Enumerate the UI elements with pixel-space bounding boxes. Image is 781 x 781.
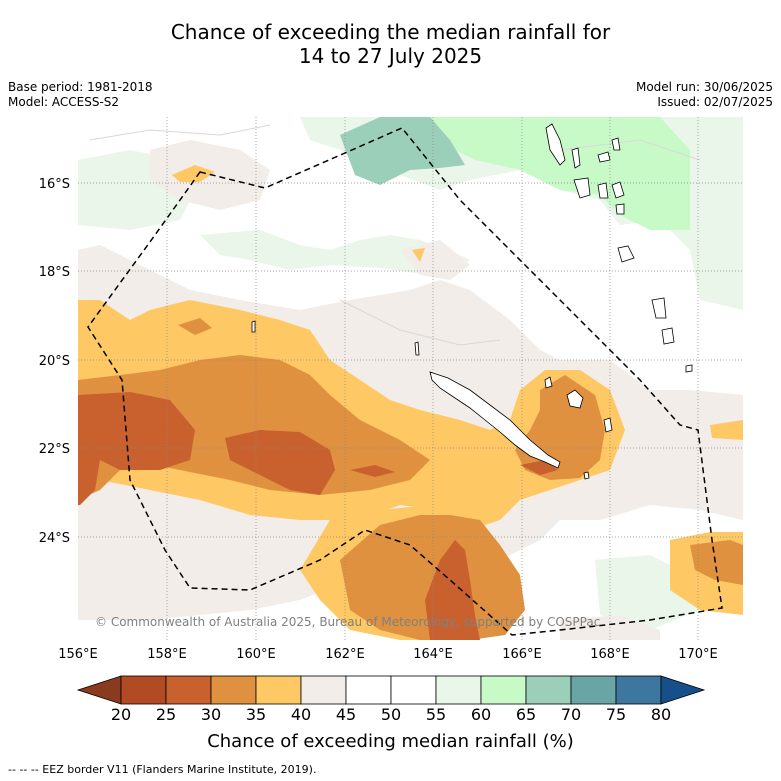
cb-tick-35: 35 xyxy=(246,705,266,724)
cb-tick-45: 45 xyxy=(336,705,356,724)
colorbar-bin xyxy=(300,675,347,705)
loyalty-islands-outline xyxy=(566,389,584,409)
cb-tick-70: 70 xyxy=(561,705,581,724)
colorbar-bin xyxy=(165,675,212,705)
longitude-labels: 156°E 158°E 160°E 162°E 164°E 166°E 168°… xyxy=(58,647,718,662)
lon-label-158e: 158°E xyxy=(147,647,187,662)
eez-legend-footer: -- -- -- EEZ border V11 (Flanders Marine… xyxy=(8,763,317,776)
meta-left: Base period: 1981-2018 Model: ACCESS-S2 xyxy=(8,80,153,110)
colorbar-arrow-high xyxy=(660,675,706,705)
issued-date: Issued: 02/07/2025 xyxy=(657,95,773,109)
cb-tick-20: 20 xyxy=(111,705,131,724)
colorbar-bin xyxy=(480,675,527,705)
lat-label-18s: 18°S xyxy=(39,265,70,280)
colorbar-bin xyxy=(345,675,392,705)
base-period: Base period: 1981-2018 xyxy=(8,80,153,94)
lon-label-162e: 162°E xyxy=(325,647,365,662)
colorbar-bin xyxy=(210,675,257,705)
lat-label-22s: 22°S xyxy=(39,442,70,457)
copyright-text: © Commonwealth of Australia 2025, Bureau… xyxy=(95,615,600,629)
graticule xyxy=(78,117,743,640)
colorbar-ticks: 20 25 30 35 40 45 50 55 60 65 70 75 80 xyxy=(111,705,671,724)
cb-tick-60: 60 xyxy=(471,705,491,724)
vanuatu-outline xyxy=(545,123,566,166)
colorbar-arrow-low xyxy=(76,675,122,705)
colorbar-bin xyxy=(525,675,572,705)
eez-border xyxy=(87,127,723,636)
lat-label-16s: 16°S xyxy=(39,177,70,192)
cb-tick-25: 25 xyxy=(156,705,176,724)
lon-label-164e: 164°E xyxy=(413,647,453,662)
new-caledonia-outline xyxy=(429,371,561,469)
lon-label-156e: 156°E xyxy=(58,647,98,662)
lat-label-20s: 20°S xyxy=(39,354,70,369)
lon-label-170e: 170°E xyxy=(678,647,718,662)
cb-tick-30: 30 xyxy=(201,705,221,724)
colorbar-title: Chance of exceeding median rainfall (%) xyxy=(207,731,574,752)
model-name: Model: ACCESS-S2 xyxy=(8,95,120,109)
lon-label-168e: 168°E xyxy=(590,647,630,662)
meta-right: Model run: 30/06/2025 Issued: 02/07/2025 xyxy=(636,80,773,110)
lat-label-24s: 24°S xyxy=(39,531,70,546)
model-run: Model run: 30/06/2025 xyxy=(635,80,773,94)
cb-tick-75: 75 xyxy=(606,705,626,724)
cb-tick-40: 40 xyxy=(291,705,311,724)
latitude-labels: 16°S 18°S 20°S 22°S 24°S xyxy=(39,177,70,546)
colorbar-bin xyxy=(615,675,662,705)
cb-tick-80: 80 xyxy=(651,705,671,724)
colorbar-bin xyxy=(255,675,302,705)
coastlines xyxy=(251,123,693,480)
forecast-field xyxy=(78,117,743,640)
cb-tick-65: 65 xyxy=(516,705,536,724)
colorbar-bin xyxy=(570,675,617,705)
colorbar xyxy=(76,675,706,705)
cb-tick-50: 50 xyxy=(381,705,401,724)
map-title: Chance of exceeding the median rainfall … xyxy=(0,20,781,68)
title-line-2: 14 to 27 July 2025 xyxy=(298,44,483,68)
colorbar-bin xyxy=(390,675,437,705)
lon-label-166e: 166°E xyxy=(502,647,542,662)
title-line-1: Chance of exceeding the median rainfall … xyxy=(170,20,611,44)
colorbar-bin xyxy=(435,675,482,705)
colorbar-bin xyxy=(120,675,167,705)
cb-tick-55: 55 xyxy=(426,705,446,724)
lon-label-160e: 160°E xyxy=(236,647,276,662)
